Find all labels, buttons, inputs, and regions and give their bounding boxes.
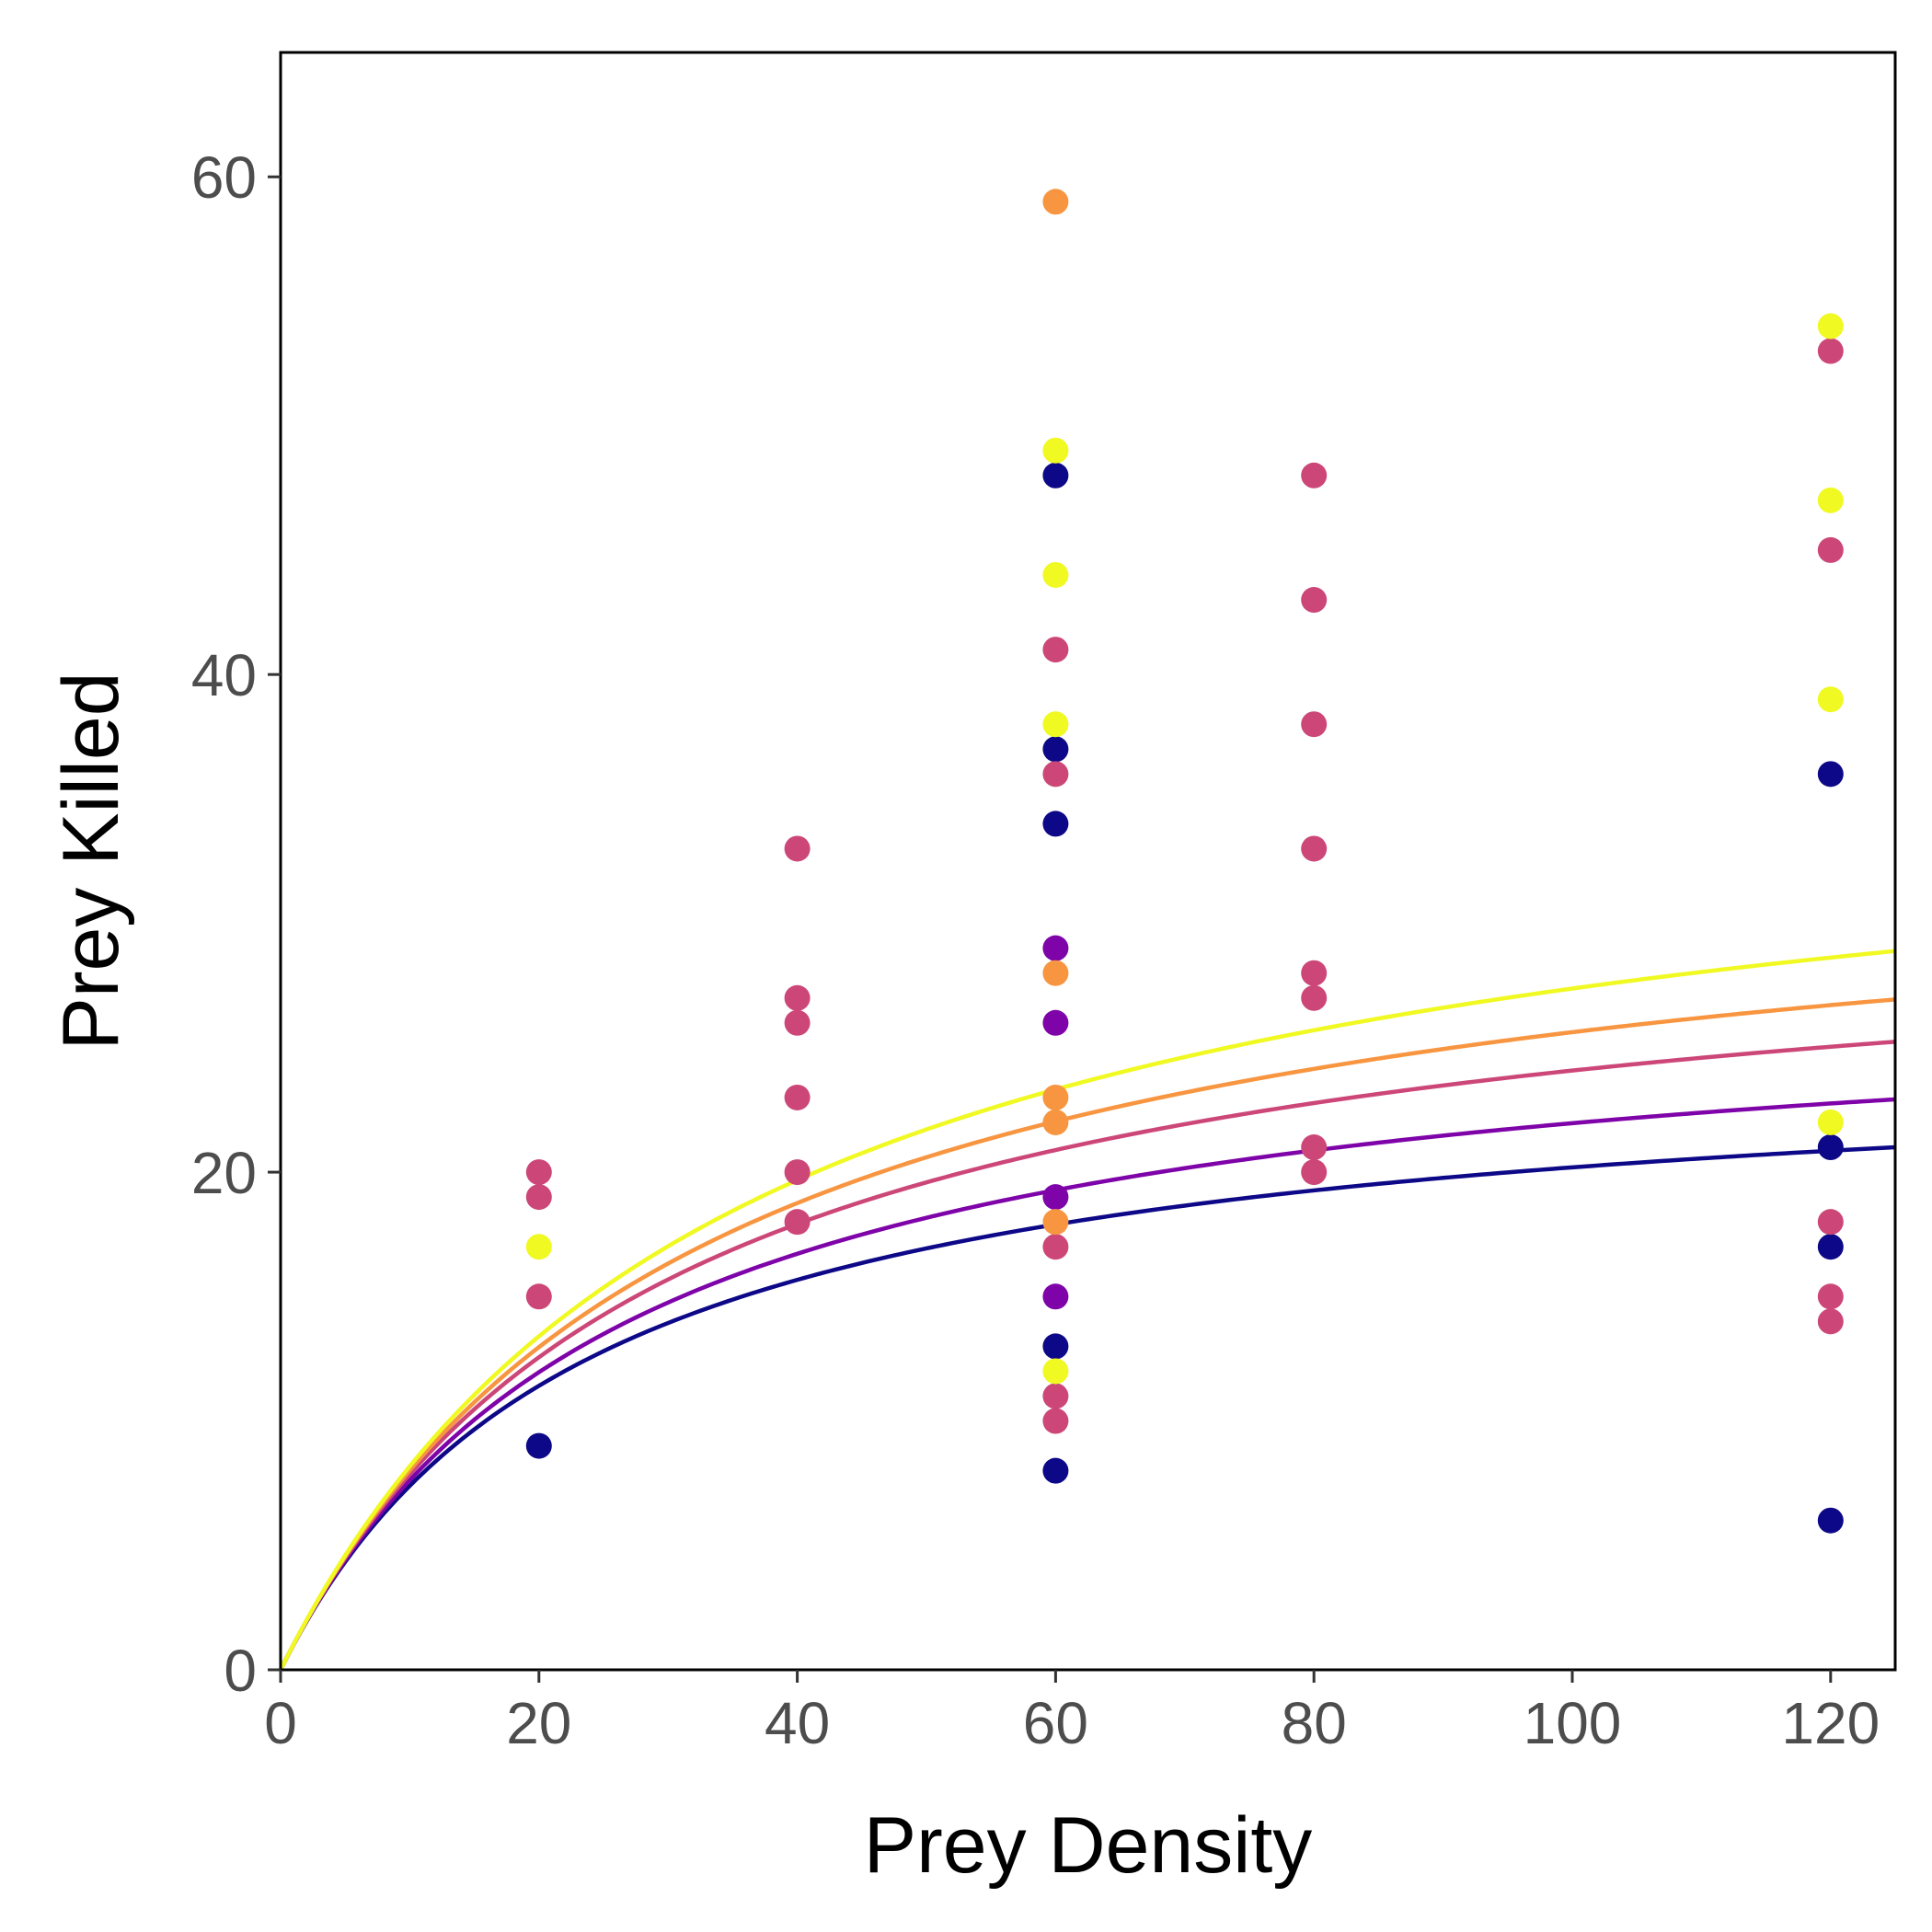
point-series-1-8 bbox=[1817, 1134, 1844, 1161]
point-series-3-22 bbox=[1301, 1159, 1328, 1186]
point-series-3-26 bbox=[1817, 1283, 1844, 1310]
point-series-5-3 bbox=[1042, 561, 1069, 588]
point-series-3-15 bbox=[1301, 462, 1328, 489]
fit-line-5 bbox=[278, 949, 1896, 1672]
point-series-4-5 bbox=[1042, 1209, 1069, 1236]
point-series-3-20 bbox=[1301, 984, 1328, 1011]
point-series-4-3 bbox=[1042, 1084, 1069, 1110]
point-series-3-24 bbox=[1817, 536, 1844, 563]
point-series-3-25 bbox=[1817, 1209, 1844, 1236]
x-tick-label: 100 bbox=[1524, 1690, 1622, 1756]
point-series-3-10 bbox=[1042, 637, 1069, 663]
point-series-4-2 bbox=[1042, 960, 1069, 986]
fit-line-2 bbox=[278, 1097, 1896, 1672]
point-series-1-10 bbox=[1817, 1507, 1844, 1534]
point-series-5-5 bbox=[1042, 1358, 1069, 1385]
point-series-3-17 bbox=[1301, 711, 1328, 738]
point-series-1-4 bbox=[1042, 811, 1069, 837]
point-series-5-8 bbox=[1817, 686, 1844, 713]
plot-panel-border bbox=[279, 51, 1897, 1672]
point-series-1-5 bbox=[1042, 1333, 1069, 1360]
point-series-4-4 bbox=[1042, 1109, 1069, 1135]
point-series-3-3 bbox=[525, 1283, 552, 1310]
point-series-3-2 bbox=[525, 1184, 552, 1211]
x-tick-label: 80 bbox=[1282, 1690, 1347, 1756]
point-series-4-1 bbox=[1042, 189, 1069, 215]
point-series-3-19 bbox=[1301, 960, 1328, 986]
point-series-5-6 bbox=[1817, 313, 1844, 339]
fit-line-1 bbox=[278, 1144, 1896, 1672]
x-tick-label: 0 bbox=[264, 1690, 297, 1756]
x-tick-label: 120 bbox=[1781, 1690, 1880, 1756]
point-series-5-4 bbox=[1042, 711, 1069, 738]
point-series-2-4 bbox=[1042, 1283, 1069, 1310]
point-series-5-7 bbox=[1817, 487, 1844, 513]
point-series-1-9 bbox=[1817, 1234, 1844, 1260]
point-series-1-7 bbox=[1817, 761, 1844, 788]
x-axis-ticks: 0 20 40 60 80 100 120 bbox=[264, 1670, 1880, 1756]
fitted-curves bbox=[278, 949, 1896, 1672]
point-series-3-21 bbox=[1301, 1134, 1328, 1161]
data-points bbox=[525, 189, 1844, 1534]
fit-line-4 bbox=[278, 997, 1896, 1672]
point-series-3-7 bbox=[784, 1084, 811, 1110]
y-tick-label: 0 bbox=[224, 1638, 257, 1704]
point-series-2-3 bbox=[1042, 1184, 1069, 1211]
point-series-5-2 bbox=[1042, 437, 1069, 464]
y-axis-title: Prey Killed bbox=[47, 672, 135, 1050]
point-series-3-8 bbox=[784, 1159, 811, 1186]
point-series-3-12 bbox=[1042, 1234, 1069, 1260]
point-series-2-1 bbox=[1042, 935, 1069, 961]
point-series-3-4 bbox=[784, 835, 811, 862]
point-series-3-13 bbox=[1042, 1383, 1069, 1409]
point-series-3-9 bbox=[784, 1209, 811, 1236]
point-series-2-2 bbox=[1042, 1009, 1069, 1036]
x-tick-label: 60 bbox=[1023, 1690, 1088, 1756]
x-tick-label: 20 bbox=[506, 1690, 571, 1756]
y-axis-ticks: 0 20 40 60 bbox=[191, 144, 281, 1704]
point-series-1-2 bbox=[1042, 462, 1069, 489]
point-series-1-3 bbox=[1042, 736, 1069, 763]
point-series-1-1 bbox=[525, 1432, 552, 1459]
point-series-3-5 bbox=[784, 984, 811, 1011]
y-tick-label: 20 bbox=[191, 1140, 257, 1206]
point-series-3-18 bbox=[1301, 835, 1328, 862]
x-tick-label: 40 bbox=[765, 1690, 830, 1756]
point-series-3-23 bbox=[1817, 338, 1844, 364]
point-series-5-9 bbox=[1817, 1109, 1844, 1135]
point-series-3-6 bbox=[784, 1009, 811, 1036]
y-tick-label: 40 bbox=[191, 642, 257, 708]
point-series-3-11 bbox=[1042, 761, 1069, 788]
point-series-3-14 bbox=[1042, 1408, 1069, 1434]
point-series-5-1 bbox=[525, 1234, 552, 1260]
y-tick-label: 60 bbox=[191, 144, 257, 211]
x-axis-title: Prey Density bbox=[864, 1801, 1313, 1890]
point-series-1-6 bbox=[1042, 1457, 1069, 1484]
fit-line-3 bbox=[278, 1040, 1896, 1672]
point-series-3-27 bbox=[1817, 1308, 1844, 1335]
point-series-3-16 bbox=[1301, 587, 1328, 614]
point-series-3-1 bbox=[525, 1159, 552, 1186]
